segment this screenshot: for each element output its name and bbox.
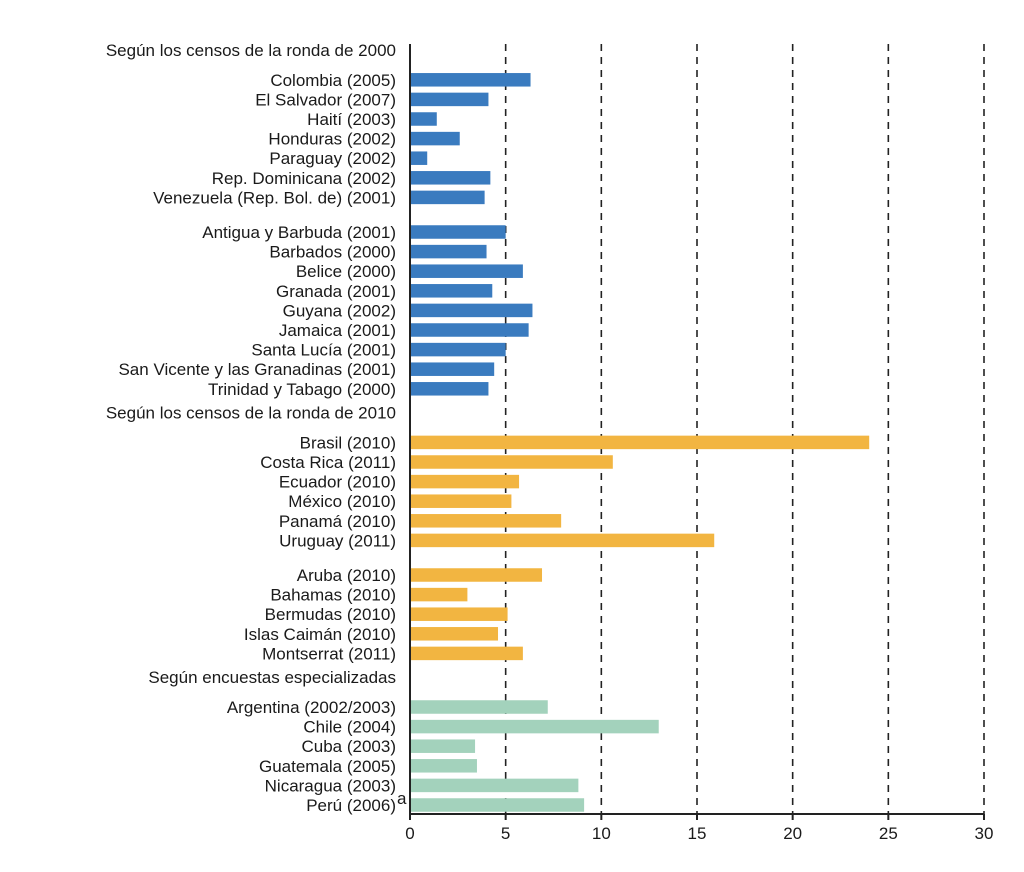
category-label: México (2010) [288,492,396,511]
bar [410,798,585,812]
category-labels: Según los censos de la ronda de 2000 Colo… [106,41,407,815]
grid-lines [504,44,985,814]
category-label: Santa Lucía (2001) [251,341,396,360]
tick-label: 25 [879,824,898,843]
category-label: Haití (2003) [307,110,396,129]
bar [410,587,468,602]
bar [410,284,493,298]
bar [410,700,548,714]
category-label: Guyana (2002) [283,301,396,320]
tick-label: 20 [783,824,802,843]
bar [410,759,477,773]
tick-label: 5 [501,824,510,843]
category-label: Belice (2000) [296,262,396,281]
x-axis: 0 5 10 15 20 25 30 [405,44,993,843]
category-label: Antigua y Barbuda (2001) [202,223,396,242]
group-header: Según encuestas especializadas [148,668,396,687]
bar [410,244,487,259]
group-header: Según los censos de la ronda de 2000 [106,41,396,60]
category-label: Barbados (2000) [269,243,396,262]
category-label: Argentina (2002/2003) [227,698,396,717]
category-label: Ecuador (2010) [279,473,396,492]
bar [410,171,491,185]
bar [410,739,476,753]
bar [410,607,508,621]
category-label: Jamaica (2001) [279,321,396,340]
bar [410,474,520,489]
category-label: Venezuela (Rep. Bol. de) (2001) [153,188,396,207]
category-label: Panamá (2010) [279,512,396,531]
bar [410,264,523,278]
category-label: Paraguay (2002) [269,149,396,168]
bar [410,225,506,239]
tick-label: 0 [405,824,414,843]
category-label: Rep. Dominicana (2002) [212,169,396,188]
category-label: Islas Caimán (2010) [244,625,396,644]
category-label: Nicaragua (2003) [265,776,396,795]
category-label: Aruba (2010) [297,566,396,585]
bar [410,323,529,337]
bar [410,719,659,734]
bar [410,494,512,508]
category-label: Perú (2006) [306,796,396,815]
category-label: Costa Rica (2011) [260,453,396,472]
bar [410,73,531,87]
category-label: San Vicente y las Granadinas (2001) [118,360,396,379]
category-label: Bermudas (2010) [265,605,396,624]
bar [410,568,543,582]
bar [410,151,428,165]
bar [410,627,499,641]
tick-label: 10 [592,824,611,843]
category-label: Guatemala (2005) [259,757,396,776]
category-label: Trinidad y Tabago (2000) [208,380,396,399]
bar [410,131,460,146]
category-label: Cuba (2003) [301,737,396,756]
bar [410,342,506,357]
category-label: Granada (2001) [276,282,396,301]
category-label: Brasil (2010) [300,433,396,452]
category-label: Uruguay (2011) [279,531,396,550]
category-label: Honduras (2002) [268,130,396,149]
bar [410,382,489,396]
bar [410,362,495,376]
bar [410,455,613,469]
category-label: El Salvador (2007) [255,90,396,109]
bar [410,112,437,126]
bar [410,778,579,793]
bar [410,514,562,528]
bar [410,646,523,661]
bar [410,92,489,107]
bar [410,533,715,548]
bar [410,303,533,318]
bars [410,73,870,812]
tick-label: 30 [975,824,994,843]
category-label: Chile (2004) [303,718,396,737]
category-label: Colombia (2005) [270,71,396,90]
group-header: Según los censos de la ronda de 2010 [106,404,396,423]
bar [410,435,870,450]
bar [410,190,485,205]
tick-label: 15 [688,824,707,843]
footnote-marker: a [397,789,407,808]
category-label: Bahamas (2010) [270,586,396,605]
category-label: Montserrat (2011) [262,644,396,663]
